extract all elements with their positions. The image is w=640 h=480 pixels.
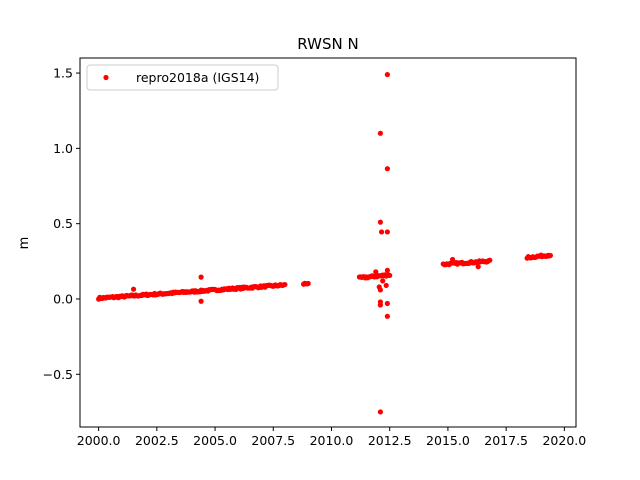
x-tick-label: 2012.5 <box>368 433 412 448</box>
data-point <box>380 278 386 284</box>
data-point <box>384 71 390 78</box>
y-tick-label: 1.0 <box>53 141 73 156</box>
data-point <box>384 300 390 307</box>
data-point <box>377 287 383 293</box>
x-tick-label: 2020.0 <box>542 433 586 448</box>
axes: 2000.0 2002.5 2005.0 2007.5 2010.0 2012.5 2015… <box>43 57 586 448</box>
data-point <box>377 409 383 415</box>
data-points <box>96 71 553 415</box>
x-tick-label: 2007.5 <box>251 433 295 448</box>
data-point <box>377 130 383 136</box>
data-point <box>130 286 137 292</box>
data-point <box>449 256 456 263</box>
x-tick-label: 2002.5 <box>135 433 179 448</box>
plot-frame <box>79 57 577 428</box>
data-point <box>377 219 383 225</box>
chart-title: RWSN N <box>297 35 358 53</box>
legend-label: repro2018a (IGS14) <box>136 70 259 85</box>
x-tick-label: 2000.0 <box>77 433 121 448</box>
data-point <box>387 272 393 279</box>
y-tick-label: 0.5 <box>53 216 73 231</box>
legend: repro2018a (IGS14) <box>86 64 279 91</box>
x-tick-label: 2017.5 <box>484 433 528 448</box>
y-tick-label: −0.5 <box>43 367 73 382</box>
legend-box <box>86 64 279 91</box>
data-point <box>384 166 390 172</box>
data-point <box>373 269 379 275</box>
data-point <box>198 274 204 280</box>
x-tick-label: 2005.0 <box>193 433 237 448</box>
legend-marker <box>103 74 109 81</box>
data-point <box>475 264 481 270</box>
data-point <box>547 252 553 259</box>
data-point <box>384 267 390 273</box>
data-point <box>305 280 311 287</box>
y-axis-label: m <box>17 237 32 250</box>
x-tick-label: 2015.0 <box>426 433 470 448</box>
data-point <box>384 229 390 235</box>
data-point <box>384 313 390 319</box>
data-point <box>383 282 389 289</box>
x-tick-label: 2010.0 <box>310 433 354 448</box>
data-point <box>378 229 385 235</box>
data-point <box>282 281 288 288</box>
y-tick-label: 0.0 <box>53 291 73 306</box>
y-tick-label: 1.5 <box>53 66 73 81</box>
data-point <box>487 257 493 263</box>
data-point <box>198 298 204 304</box>
data-point <box>377 302 383 308</box>
